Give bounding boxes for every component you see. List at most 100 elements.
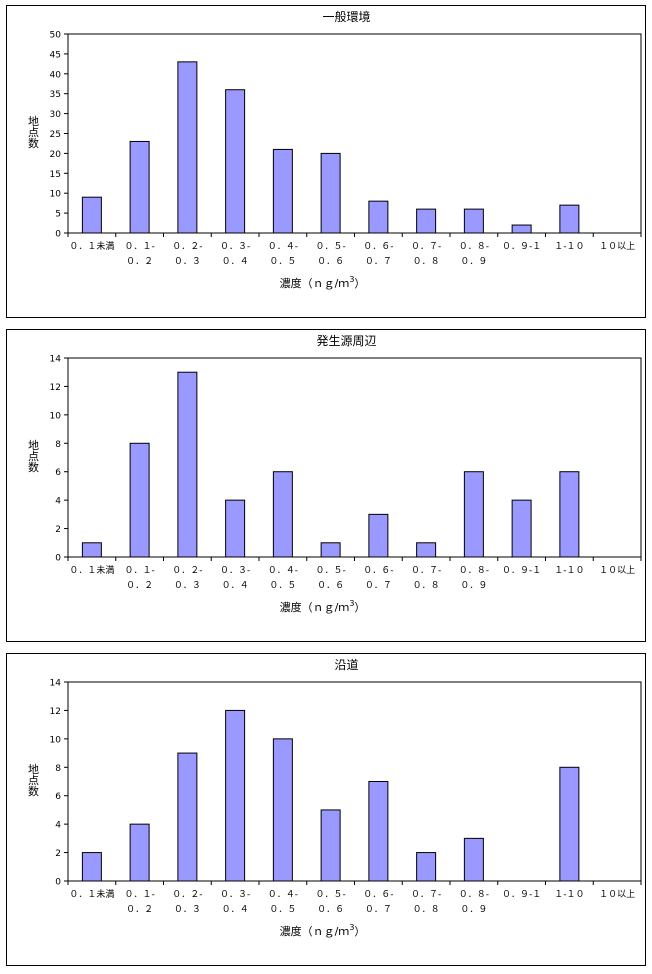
chart-ambient: 一般環境 0 5 10 15 20 25 30 35 40 45 50 地点数 ０．１未満 ０．１- ０．２ ０… — [27, 9, 642, 290]
x-tick-label: ０．７ — [365, 905, 392, 915]
chart-panel-roadside: 沿道 0 2 4 6 8 10 12 14 地点数 ０．１未満 ０．１- ０．２ ０．２- ０．３ ０．３- ０… — [6, 653, 646, 966]
y-tick-label: 6 — [55, 792, 61, 802]
x-tick-label: ０．８ — [413, 581, 440, 591]
x-tick-label: ０．４- — [268, 890, 298, 900]
x-tick-label: ０．５ — [269, 257, 296, 267]
chart-title: 発生源周辺 — [316, 334, 376, 348]
x-tick-label: ０．９ — [460, 581, 487, 591]
y-tick-label: 0 — [55, 230, 61, 240]
y-tick-label: 8 — [55, 440, 61, 450]
bar — [559, 471, 580, 558]
x-tick-label: ０．１- — [125, 242, 155, 252]
bar — [559, 204, 580, 234]
y-tick-label: 2 — [55, 525, 61, 535]
chart-source: 発生源周辺 0 2 4 6 8 10 12 14 地点数 ０．１未満 ０．１- ０．２ ０．２- ０．３ ０．… — [27, 334, 642, 614]
bar — [177, 371, 198, 558]
x-tick-label: １０以上 — [599, 241, 635, 252]
chart-panel-source: 発生源周辺 0 2 4 6 8 10 12 14 地点数 ０．１未満 ０．１- ０．２ ０．２- ０．３ ０．… — [6, 329, 646, 642]
x-tick-label: １０以上 — [599, 889, 635, 900]
x-axis-label: 濃度（ｎｇ/ｍ3） — [280, 923, 366, 938]
x-tick-label: ０．１- — [125, 890, 155, 900]
bar — [463, 837, 484, 882]
bar — [368, 513, 389, 558]
y-axis-label: 地点数 — [27, 763, 40, 797]
x-tick-label: ０．８- — [459, 890, 489, 900]
y-tick-label: 14 — [50, 355, 62, 365]
x-tick-label: １-１０ — [554, 890, 584, 900]
x-tick-label: ０．４- — [268, 566, 298, 576]
bar — [368, 781, 389, 882]
x-tick-label: ０．３- — [220, 566, 250, 576]
x-tick-label: ０．５- — [316, 242, 346, 252]
chart-roadside: 沿道 0 2 4 6 8 10 12 14 地点数 ０．１未満 ０．１- ０．２ ０．２- ０．３ ０．３- ０… — [27, 658, 642, 938]
x-tick-label: ０．９ — [460, 905, 487, 915]
y-tick-label: 4 — [55, 497, 61, 507]
bar — [320, 809, 341, 882]
y-tick-label: 20 — [50, 150, 62, 160]
x-tick-label: １-１０ — [554, 242, 584, 252]
x-tick-label: ０．４ — [222, 581, 249, 591]
x-tick-label: ０．６ — [317, 905, 344, 915]
y-tick-label: 12 — [50, 383, 61, 393]
x-axis-label: 濃度（ｎｇ/ｍ3） — [280, 275, 366, 290]
bar — [225, 89, 246, 234]
x-tick-label: ０．７- — [411, 566, 441, 576]
x-tick-label: ０．５- — [316, 566, 346, 576]
x-tick-label: ０．４ — [222, 905, 249, 915]
bar — [129, 140, 150, 234]
chart-title: 一般環境 — [322, 9, 370, 24]
x-tick-label: ０．３ — [174, 581, 201, 591]
bar — [416, 208, 437, 234]
bar — [272, 148, 293, 234]
y-tick-label: 12 — [50, 707, 61, 717]
x-tick-label: ０．６- — [363, 566, 393, 576]
y-tick-label: 45 — [50, 50, 61, 60]
y-axis-label: 地点数 — [27, 439, 40, 473]
bar — [368, 200, 389, 234]
bar — [225, 709, 246, 882]
bar — [225, 499, 246, 558]
x-tick-label: ０．１- — [125, 566, 155, 576]
x-tick-label: ０．４- — [268, 242, 298, 252]
x-axis-label: 濃度（ｎｇ/ｍ3） — [280, 599, 366, 614]
y-tick-label: 30 — [50, 110, 62, 120]
x-tick-label: ０．６- — [363, 890, 393, 900]
x-tick-label: ０．７- — [411, 242, 441, 252]
bar — [81, 542, 102, 558]
x-tick-label: ０．８- — [459, 566, 489, 576]
x-tick-label: ０．７ — [365, 257, 392, 267]
y-tick-label: 35 — [50, 90, 61, 100]
bar — [511, 224, 532, 234]
y-axis-label: 地点数 — [27, 115, 40, 149]
x-tick-label: ０．７- — [411, 890, 441, 900]
y-tick-label: 14 — [50, 679, 62, 689]
x-tick-label: ０．７ — [365, 581, 392, 591]
y-tick-label: 40 — [50, 70, 62, 80]
y-tick-label: 5 — [55, 210, 61, 220]
x-tick-label: ０．９-１ — [502, 242, 541, 252]
x-tick-label: ０．１未満 — [69, 564, 114, 576]
x-tick-label: ０．５ — [269, 905, 296, 915]
bar — [416, 852, 437, 882]
bar — [416, 542, 437, 558]
y-tick-label: 10 — [50, 411, 62, 421]
x-tick-label: ０．１未満 — [69, 240, 114, 252]
x-tick-label: ０．８- — [459, 242, 489, 252]
x-tick-label: ０．２- — [172, 242, 202, 252]
x-tick-label: ０．１未満 — [69, 888, 114, 900]
plot-area — [67, 33, 642, 234]
bar — [81, 852, 102, 882]
y-tick-label: 50 — [50, 31, 62, 41]
bar — [272, 471, 293, 558]
x-tick-label: ０．２ — [126, 905, 153, 915]
x-tick-label: ０．３ — [174, 257, 201, 267]
x-tick-label: ０．６ — [317, 257, 344, 267]
x-tick-label: ０．６ — [317, 581, 344, 591]
x-tick-label: ０．２ — [126, 581, 153, 591]
bar — [272, 738, 293, 882]
bar — [177, 752, 198, 882]
y-tick-label: 4 — [55, 821, 61, 831]
y-tick-label: 2 — [55, 849, 61, 859]
x-tick-label: ０．２ — [126, 257, 153, 267]
x-tick-label: ０．３ — [174, 905, 201, 915]
